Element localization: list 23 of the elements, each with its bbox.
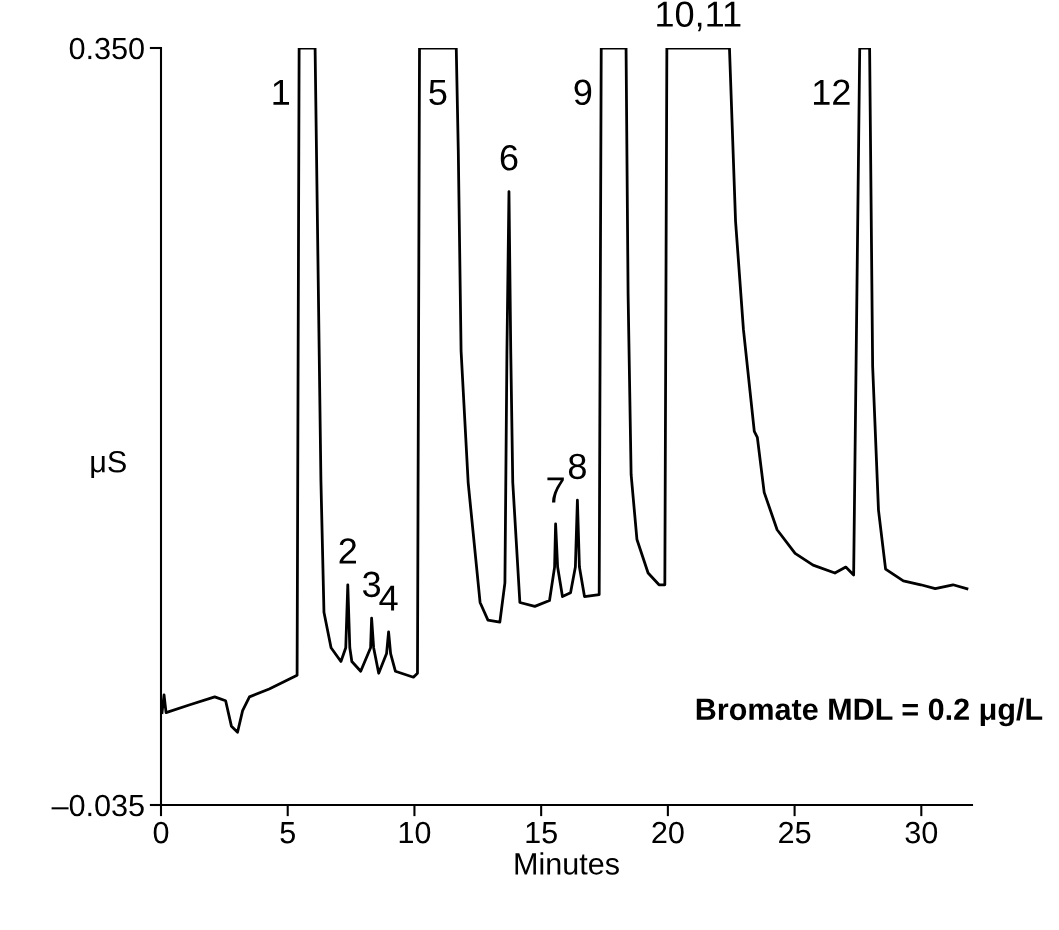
x-tick-label: 20 bbox=[652, 821, 684, 844]
annotation: 5 bbox=[429, 79, 447, 106]
annotation: Bromate MDL = 0.2 μg/L bbox=[696, 697, 1043, 727]
annotation: 2 bbox=[339, 538, 357, 564]
annotation: 7 bbox=[547, 477, 564, 503]
y-axis-title: μS bbox=[91, 450, 126, 479]
x-tick-label: 15 bbox=[526, 822, 557, 844]
annotation: 4 bbox=[379, 585, 398, 611]
annotation: 10,11 bbox=[657, 1, 741, 32]
x-tick-label: 0 bbox=[153, 821, 169, 844]
annotation: 8 bbox=[568, 453, 586, 480]
annotation: 3 bbox=[362, 571, 381, 598]
y-tick-label: 0.350 bbox=[69, 37, 144, 60]
annotation: 6 bbox=[500, 144, 518, 171]
annotation: 9 bbox=[574, 79, 592, 106]
x-tick-label: 10 bbox=[399, 821, 431, 844]
y-tick-label: –0.035 bbox=[51, 794, 144, 817]
x-tick-label: 5 bbox=[280, 822, 295, 844]
x-axis-title: Minutes bbox=[515, 852, 619, 875]
annotation: 1 bbox=[273, 79, 290, 105]
x-tick-label: 25 bbox=[779, 821, 811, 844]
annotation: 12 bbox=[813, 79, 850, 105]
x-tick-label: 30 bbox=[905, 821, 938, 844]
